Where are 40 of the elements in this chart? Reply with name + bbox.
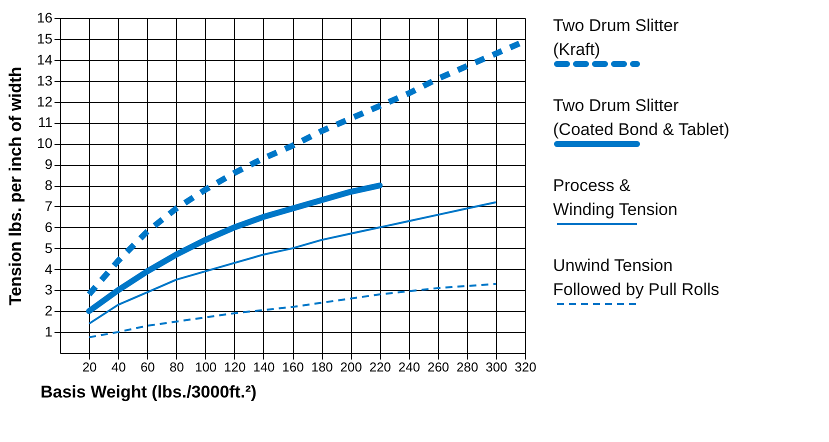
- x-tick-label: 160: [282, 360, 304, 374]
- x-tick-label: 240: [398, 360, 420, 374]
- y-tick-label: 5: [44, 240, 53, 256]
- x-tick-label: 220: [369, 360, 392, 374]
- y-tick-label: 15: [36, 30, 53, 46]
- y-tick-label: 2: [44, 302, 53, 319]
- y-tick-label: 11: [38, 114, 53, 130]
- x-tick-label: 100: [194, 360, 217, 374]
- x-tick-label: 320: [514, 360, 536, 374]
- y-tick-label: 12: [36, 93, 53, 110]
- x-tick-label: 120: [224, 360, 246, 374]
- x-tick-label: 200: [340, 360, 362, 374]
- x-tick-label: 20: [82, 360, 97, 374]
- y-tick-label: 3: [44, 282, 53, 298]
- line-series: [88, 282, 497, 338]
- text: Unwind Tension Followed by Pull Rolls: [553, 256, 720, 299]
- x-tick-label: 80: [170, 360, 184, 374]
- y-tick-label: 9: [44, 156, 53, 172]
- text: Process & Winding Tension: [553, 176, 678, 219]
- y-tick-label: 6: [44, 218, 53, 235]
- y-tick-label: 14: [36, 51, 53, 68]
- y-tick-label: 4: [44, 260, 53, 277]
- y-tick-label: 16: [36, 10, 53, 26]
- y-tick-label: 7: [44, 198, 53, 214]
- y-axis-title: Tension lbs. per inch of width: [6, 66, 25, 306]
- x-tick-label: 180: [311, 360, 333, 374]
- y-tick-label: 10: [36, 135, 53, 152]
- text: Two Drum Slitter (Coated Bond & Tablet): [553, 96, 730, 139]
- x-axis-title: Basis Weight (lbs./3000ft.²): [40, 382, 257, 402]
- x-tick-label: 300: [486, 360, 508, 374]
- x-tick-label: 60: [140, 360, 155, 374]
- x-tick-label: 260: [427, 360, 450, 374]
- x-tick-label: 140: [253, 360, 275, 374]
- x-tick-label: 40: [111, 360, 126, 374]
- series-label: Two Drum Slitter (Kraft): [553, 16, 679, 59]
- x-tick-label: 280: [456, 360, 478, 374]
- y-tick-label: 1: [44, 324, 53, 340]
- y-tick-label: 8: [44, 177, 53, 193]
- line-series: [88, 201, 497, 325]
- y-tick-label: 13: [36, 72, 53, 88]
